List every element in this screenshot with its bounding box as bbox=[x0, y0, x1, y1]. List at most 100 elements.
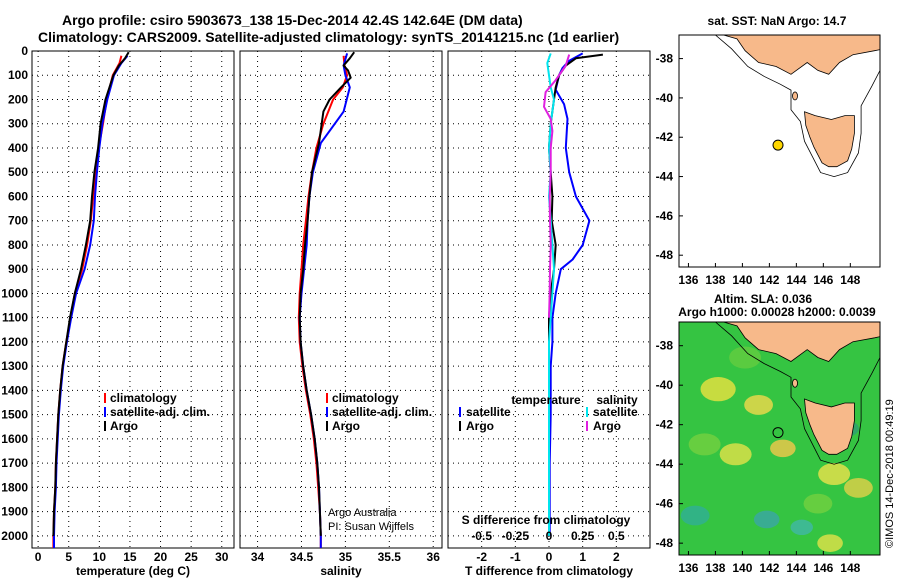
x-tick-label: 1 bbox=[579, 550, 586, 564]
credit-line: PI: Susan Wijffels bbox=[328, 521, 414, 533]
depth-tick-label: 1500 bbox=[1, 408, 28, 422]
map-bottom-title-line2: Argo h1000: 0.00028 h2000: 0.0039 bbox=[678, 305, 876, 319]
shelf-contour bbox=[715, 322, 880, 465]
depth-tick-label: 800 bbox=[8, 238, 28, 252]
sla-anomaly-patch bbox=[770, 439, 796, 458]
x-tick-label: 36 bbox=[427, 550, 441, 564]
sla-anomaly-patch bbox=[700, 377, 736, 402]
x-tick-label: 34.5 bbox=[290, 550, 314, 564]
map-lon-label: 138 bbox=[705, 561, 725, 575]
sla-anomaly-patch bbox=[753, 510, 780, 529]
map-lon-label: 144 bbox=[786, 561, 806, 575]
sla-anomaly-patch bbox=[817, 534, 843, 552]
series-line-argo_salinity bbox=[543, 54, 571, 318]
sla-anomaly-patch bbox=[790, 519, 813, 536]
depth-tick-label: 500 bbox=[8, 165, 28, 179]
map-lon-label: 136 bbox=[678, 273, 698, 287]
legend-label: satellite bbox=[593, 405, 638, 419]
map-lon-label: 140 bbox=[732, 273, 752, 287]
map-frame bbox=[678, 34, 881, 268]
depth-tick-label: 1200 bbox=[1, 335, 28, 349]
map-content bbox=[715, 35, 880, 178]
depth-tick-label: 1300 bbox=[1, 359, 28, 373]
legend-label: satellite bbox=[466, 405, 511, 419]
x-tick-label: -1 bbox=[510, 550, 521, 564]
depth-tick-label: 900 bbox=[8, 262, 28, 276]
map-lat-label: -44 bbox=[656, 457, 674, 471]
legend-title: salinity bbox=[596, 393, 638, 407]
top-axis-tick-label: 0.25 bbox=[571, 529, 595, 543]
x-tick-label: 2 bbox=[613, 550, 620, 564]
legend-label: satellite-adj. clim. bbox=[110, 405, 210, 419]
x-tick-label: 35.5 bbox=[378, 550, 402, 564]
legend-label: climatology bbox=[110, 391, 177, 405]
land-tasmania bbox=[804, 398, 855, 455]
sla-anomaly-patch bbox=[729, 346, 762, 369]
panel-temperature: 0 5 10 15 20 25 30 temperature (deg C) climatolo… bbox=[31, 50, 235, 578]
top-axis-label: S difference from climatology bbox=[462, 513, 631, 527]
map-bottom-title-line1: Altim. SLA: 0.036 bbox=[714, 292, 812, 306]
map-lat-label: -48 bbox=[656, 248, 674, 262]
x-axis-label: salinity bbox=[320, 564, 362, 578]
legend-label: climatology bbox=[332, 391, 399, 405]
float-position-marker bbox=[772, 139, 784, 151]
map-content bbox=[679, 322, 880, 555]
depth-tick-label: 300 bbox=[8, 117, 28, 131]
map-lat-label: -38 bbox=[656, 339, 674, 353]
map-lat-label: -44 bbox=[656, 170, 674, 184]
map-lon-label: 142 bbox=[759, 273, 779, 287]
depth-tick-label: 600 bbox=[8, 189, 28, 203]
land-king-island bbox=[792, 91, 798, 101]
x-tick-label: 20 bbox=[154, 550, 168, 564]
sla-anomaly-patch bbox=[719, 443, 752, 466]
x-tick-label: 25 bbox=[184, 550, 198, 564]
map-lon-label: 146 bbox=[813, 561, 833, 575]
shelf-contour bbox=[715, 35, 880, 178]
map-sla: 136 138 140 142 144 146 148 -38 -40 -42 -44 -46 -48 bbox=[656, 321, 881, 575]
axes-box bbox=[447, 50, 651, 549]
map-lon-label: 148 bbox=[840, 561, 860, 575]
sla-anomaly-patch bbox=[818, 463, 851, 486]
land-mainland bbox=[720, 322, 880, 362]
legend-label: Argo bbox=[593, 419, 621, 433]
series-line-satellite bbox=[298, 53, 351, 548]
land-mainland bbox=[720, 35, 880, 75]
map-lat-label: -42 bbox=[656, 418, 674, 432]
x-tick-label: 10 bbox=[93, 550, 107, 564]
float-position-marker bbox=[772, 427, 784, 439]
map-lat-label: -42 bbox=[656, 130, 674, 144]
x-tick-label: -2 bbox=[476, 550, 487, 564]
map-lat-label: -46 bbox=[656, 497, 674, 511]
map-lon-label: 138 bbox=[705, 273, 725, 287]
map-lon-label: 144 bbox=[786, 273, 806, 287]
top-axis-tick-label: 0 bbox=[546, 529, 553, 543]
series-line-satellite bbox=[53, 55, 129, 548]
depth-tick-label: 100 bbox=[8, 68, 28, 82]
series-line-argo bbox=[52, 51, 130, 536]
top-axis-tick-label: -0.5 bbox=[471, 529, 492, 543]
map-lon-label: 136 bbox=[678, 561, 698, 575]
credit-line: Argo Australia bbox=[328, 507, 397, 519]
map-lon-label: 148 bbox=[840, 273, 860, 287]
panel-salinity: 34 34.5 35 35.5 36 salinity climatologysatelli… bbox=[239, 50, 443, 578]
figure-title-line1: Argo profile: csiro 5903673_138 15-Dec-2… bbox=[62, 12, 523, 28]
depth-tick-label: 200 bbox=[8, 92, 28, 106]
legend-label: Argo bbox=[332, 419, 360, 433]
depth-tick-label: 1000 bbox=[1, 286, 28, 300]
x-tick-label: 15 bbox=[123, 550, 137, 564]
depth-tick-label: 1800 bbox=[1, 480, 28, 494]
map-lon-label: 140 bbox=[732, 561, 752, 575]
map-frame bbox=[678, 321, 881, 556]
legend-label: Argo bbox=[110, 419, 138, 433]
legend-label: Argo bbox=[466, 419, 494, 433]
panel-difference: -2 -1 0 1 2T difference from climatology temp… bbox=[447, 50, 651, 578]
depth-tick-label: 1400 bbox=[1, 383, 28, 397]
map-lat-label: -40 bbox=[656, 378, 674, 392]
map-lat-label: -38 bbox=[656, 52, 674, 66]
copyright-stamp: ©IMOS 14-Dec-2018 00:49:19 bbox=[884, 399, 896, 548]
map-lon-label: 142 bbox=[759, 561, 779, 575]
figure-title-line2: Climatology: CARS2009. Satellite-adjuste… bbox=[38, 29, 620, 45]
depth-tick-label: 2000 bbox=[1, 529, 28, 543]
x-tick-label: 35 bbox=[339, 550, 353, 564]
